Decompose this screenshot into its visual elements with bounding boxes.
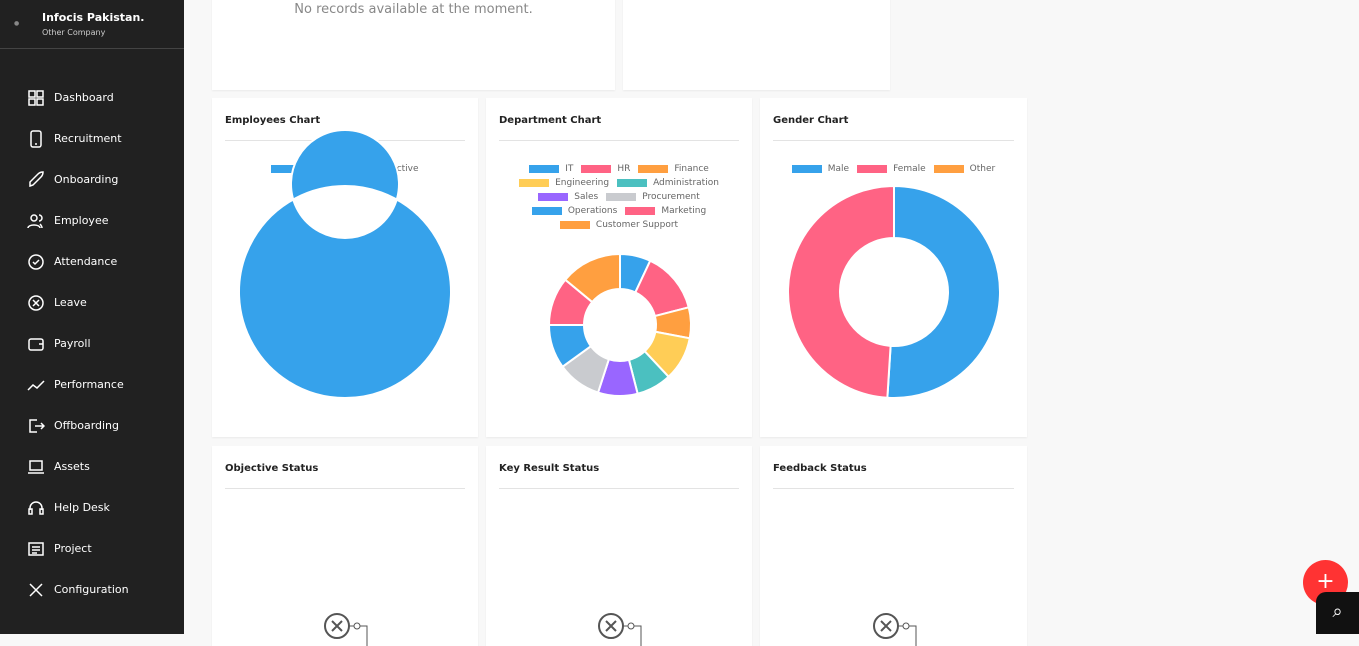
x-circle-icon bbox=[28, 294, 44, 311]
donut-chart bbox=[238, 129, 452, 399]
sidebar-item-label: Assets bbox=[54, 460, 90, 473]
sidebar-item-dashboard[interactable]: Dashboard bbox=[0, 77, 184, 118]
project-icon bbox=[28, 541, 44, 556]
headset-icon bbox=[28, 500, 44, 515]
card-title: Feedback Status bbox=[773, 463, 1014, 489]
donut-chart bbox=[547, 252, 692, 397]
no-data-icon bbox=[598, 613, 642, 646]
slice-female bbox=[787, 184, 895, 399]
sidebar-item-label: Attendance bbox=[54, 255, 118, 268]
chart-legend: IT HR Finance Engineering Administration Sale… bbox=[506, 164, 732, 230]
wallet-icon bbox=[28, 337, 44, 351]
legend-item[interactable]: Administration bbox=[617, 178, 719, 188]
sidebar-item-help-desk[interactable]: Help Desk bbox=[0, 487, 184, 528]
sidebar-item-leave[interactable]: Leave bbox=[0, 282, 184, 323]
company-name: Infocis Pakistan. bbox=[42, 11, 145, 24]
no-data-icon bbox=[872, 613, 916, 646]
sidebar-item-label: Configuration bbox=[54, 583, 129, 596]
legend-item[interactable]: Finance bbox=[638, 164, 709, 174]
donut-chart bbox=[787, 184, 1001, 399]
grid-icon bbox=[28, 89, 44, 106]
sidebar-item-performance[interactable]: Performance bbox=[0, 364, 184, 405]
card-title: Gender Chart bbox=[773, 115, 1014, 141]
legend-item[interactable]: IT bbox=[529, 164, 573, 174]
legend-item[interactable]: Marketing bbox=[625, 206, 706, 216]
legend-item[interactable]: Procurement bbox=[606, 192, 700, 202]
objective-status-card: Objective Status bbox=[212, 446, 478, 646]
sidebar-item-label: Leave bbox=[54, 296, 87, 309]
gender-chart-card: Gender Chart Male Female Other bbox=[760, 98, 1027, 437]
no-records-text: No records available at the moment. bbox=[294, 2, 533, 17]
users-icon bbox=[27, 213, 43, 228]
employees-chart-card: Employees Chart ActiveIn-Active bbox=[212, 98, 478, 437]
key-result-status-card: Key Result Status bbox=[486, 446, 752, 646]
sidebar: ● Infocis Pakistan. Other Company Dashbo… bbox=[0, 0, 184, 634]
sidebar-item-label: Help Desk bbox=[54, 501, 110, 514]
slice-male bbox=[886, 184, 1001, 399]
legend-item[interactable]: Sales bbox=[538, 192, 598, 202]
legend-item[interactable]: Operations bbox=[531, 206, 617, 216]
legend-item[interactable]: Customer Support bbox=[559, 220, 678, 230]
trend-icon bbox=[27, 379, 45, 391]
sidebar-item-employee[interactable]: Employee bbox=[0, 200, 184, 241]
legend-item[interactable]: Male bbox=[791, 164, 849, 174]
sidebar-item-assets[interactable]: Assets bbox=[0, 446, 184, 487]
card-title: Department Chart bbox=[499, 115, 739, 141]
legend-item[interactable]: Engineering bbox=[519, 178, 609, 188]
records-card: No records available at the moment. bbox=[212, 0, 615, 90]
tools-icon bbox=[29, 582, 43, 597]
rocket-icon bbox=[29, 170, 44, 187]
sidebar-item-label: Employee bbox=[54, 214, 109, 227]
company-header[interactable]: ● Infocis Pakistan. Other Company bbox=[0, 0, 184, 49]
zoom-inspect-icon[interactable]: ⌕ bbox=[1316, 592, 1359, 634]
sidebar-item-label: Onboarding bbox=[54, 173, 119, 186]
sidebar-item-label: Payroll bbox=[54, 337, 91, 350]
sidebar-item-configuration[interactable]: Configuration bbox=[0, 569, 184, 610]
feedback-status-card: Feedback Status bbox=[760, 446, 1027, 646]
sidebar-item-project[interactable]: Project bbox=[0, 528, 184, 569]
legend-item[interactable]: Female bbox=[857, 164, 926, 174]
phone-icon bbox=[30, 129, 42, 148]
chart-legend: Male Female Other bbox=[780, 164, 1007, 174]
slice-active bbox=[238, 129, 452, 399]
laptop-icon bbox=[28, 459, 44, 474]
sidebar-item-label: Performance bbox=[54, 378, 124, 391]
card-title: Key Result Status bbox=[499, 463, 739, 489]
department-chart-card: Department Chart IT HR Finance Engineering A… bbox=[486, 98, 752, 437]
company-logo: ● bbox=[14, 20, 20, 27]
sidebar-nav: Dashboard Recruitment Onboarding Employee At… bbox=[0, 77, 184, 610]
sidebar-item-recruitment[interactable]: Recruitment bbox=[0, 118, 184, 159]
check-circle-icon bbox=[28, 253, 44, 270]
no-data-icon bbox=[324, 613, 368, 646]
sidebar-item-onboarding[interactable]: Onboarding bbox=[0, 159, 184, 200]
sidebar-item-label: Recruitment bbox=[54, 132, 122, 145]
sidebar-item-label: Project bbox=[54, 542, 92, 555]
sidebar-item-payroll[interactable]: Payroll bbox=[0, 323, 184, 364]
card-title: Objective Status bbox=[225, 463, 465, 489]
exit-icon bbox=[29, 418, 45, 433]
sidebar-item-label: Dashboard bbox=[54, 91, 114, 104]
sidebar-item-attendance[interactable]: Attendance bbox=[0, 241, 184, 282]
legend-item[interactable]: HR bbox=[581, 164, 630, 174]
slice-customer-support bbox=[563, 252, 621, 304]
company-type: Other Company bbox=[42, 28, 106, 37]
top-card bbox=[623, 0, 890, 90]
sidebar-item-offboarding[interactable]: Offboarding bbox=[0, 405, 184, 446]
sidebar-item-label: Offboarding bbox=[54, 419, 120, 432]
legend-item[interactable]: Other bbox=[933, 164, 995, 174]
